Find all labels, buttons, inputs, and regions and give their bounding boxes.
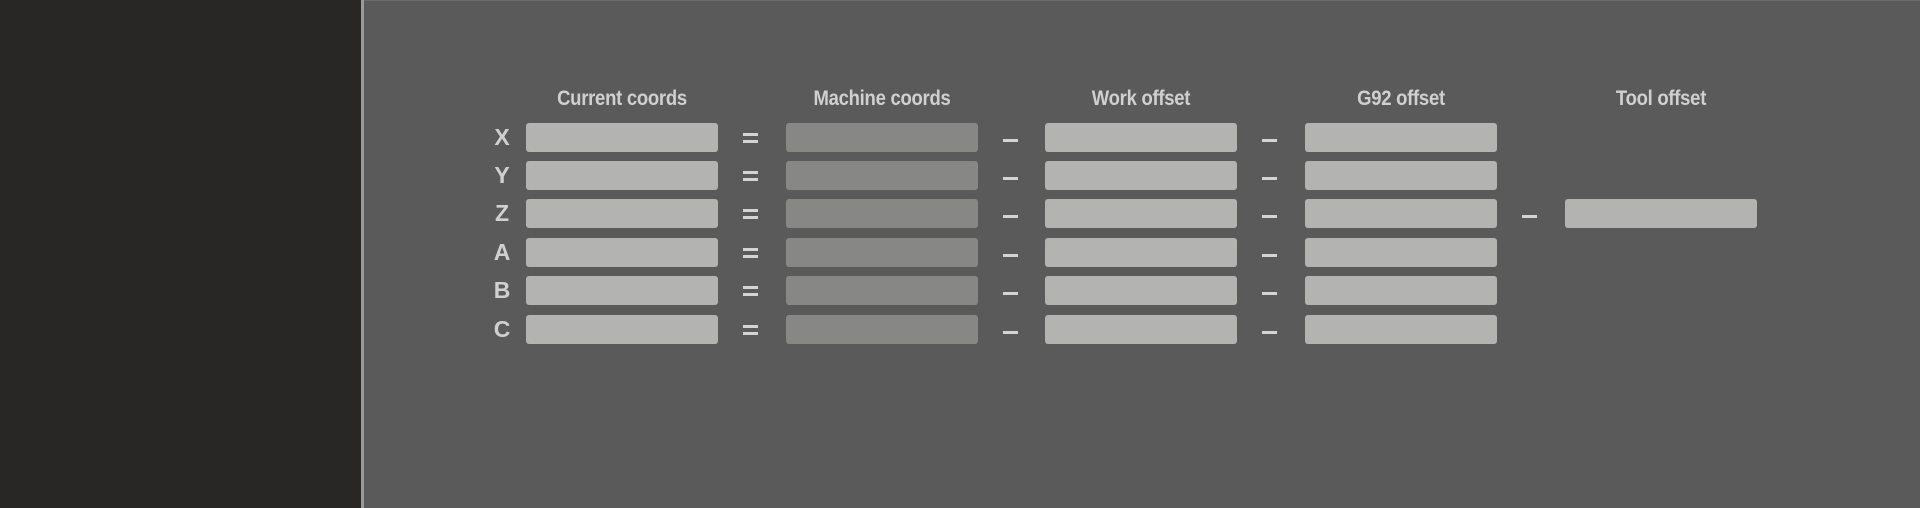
equals-sign (735, 161, 765, 190)
work-offset-field[interactable] (1045, 199, 1237, 228)
header-work-offset: Work offset (1091, 87, 1191, 110)
axis-label: B (493, 277, 511, 303)
minus-sign (995, 199, 1025, 228)
axis-label: A (493, 239, 511, 265)
work-offset-field[interactable] (1045, 161, 1237, 190)
coord-row-b: B (364, 276, 1920, 305)
machine-coord-field (786, 161, 978, 190)
coord-row-a: A (364, 238, 1920, 267)
work-offset-field[interactable] (1045, 276, 1237, 305)
header-current-coords: Current coords (557, 87, 687, 110)
machine-coord-field (786, 276, 978, 305)
g92-offset-field[interactable] (1305, 315, 1497, 344)
minus-sign (995, 161, 1025, 190)
header-machine-coords: Machine coords (813, 87, 951, 110)
axis-label: C (493, 316, 511, 342)
axis-label: X (494, 124, 510, 150)
work-offset-field[interactable] (1045, 238, 1237, 267)
machine-coord-field (786, 199, 978, 228)
minus-sign (1514, 199, 1544, 228)
equals-sign (735, 199, 765, 228)
axis-label: Y (494, 162, 510, 188)
panel-splitter[interactable] (361, 0, 364, 508)
minus-sign (1254, 123, 1284, 152)
left-panel (0, 0, 361, 508)
header-tool-offset: Tool offset (1615, 87, 1707, 110)
header-g92-offset: G92 offset (1357, 87, 1445, 110)
minus-sign (1254, 161, 1284, 190)
machine-coord-field (786, 238, 978, 267)
coord-row-y: Y (364, 161, 1920, 190)
coord-row-z: Z (364, 199, 1920, 228)
current-coord-field[interactable] (526, 199, 718, 228)
equals-sign (735, 123, 765, 152)
equals-sign (735, 276, 765, 305)
minus-sign (995, 238, 1025, 267)
current-coord-field[interactable] (526, 123, 718, 152)
machine-coord-field (786, 315, 978, 344)
work-offset-field[interactable] (1045, 315, 1237, 344)
current-coord-field[interactable] (526, 276, 718, 305)
current-coord-field[interactable] (526, 315, 718, 344)
coord-row-x: X (364, 123, 1920, 152)
tool-offset-field[interactable] (1565, 199, 1757, 228)
current-coord-field[interactable] (526, 161, 718, 190)
g92-offset-field[interactable] (1305, 276, 1497, 305)
minus-sign (1254, 238, 1284, 267)
minus-sign (1254, 276, 1284, 305)
current-coord-field[interactable] (526, 238, 718, 267)
g92-offset-field[interactable] (1305, 161, 1497, 190)
minus-sign (995, 276, 1025, 305)
equals-sign (735, 238, 765, 267)
minus-sign (1254, 199, 1284, 228)
g92-offset-field[interactable] (1305, 199, 1497, 228)
g92-offset-field[interactable] (1305, 123, 1497, 152)
equals-sign (735, 315, 765, 344)
minus-sign (995, 315, 1025, 344)
work-offset-field[interactable] (1045, 123, 1237, 152)
machine-coord-field (786, 123, 978, 152)
coordinates-panel: Current coords Machine coords Work offse… (364, 0, 1920, 508)
coord-row-c: C (364, 315, 1920, 344)
minus-sign (1254, 315, 1284, 344)
minus-sign (995, 123, 1025, 152)
axis-label: Z (494, 200, 510, 226)
g92-offset-field[interactable] (1305, 238, 1497, 267)
